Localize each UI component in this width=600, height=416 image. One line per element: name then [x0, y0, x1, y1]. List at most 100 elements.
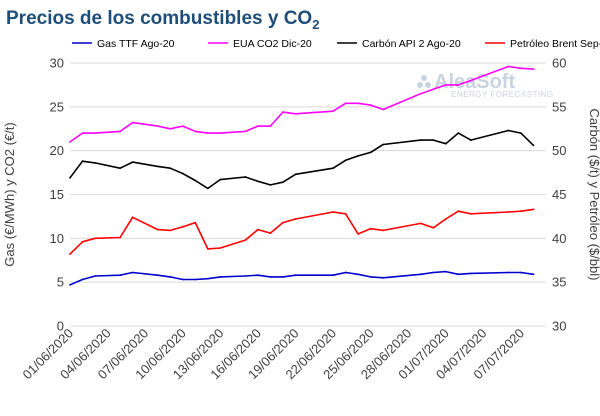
y-right-tick-label-1: 35 [552, 275, 566, 290]
series-2-point-21 [419, 139, 422, 142]
series-1-point-22 [432, 88, 435, 91]
series-2-point-27 [520, 132, 522, 135]
series-0-point-25 [469, 272, 472, 275]
series-2-point-23 [444, 142, 447, 145]
series-2-point-26 [507, 129, 510, 132]
series-3-point-3 [119, 236, 121, 239]
series-0-point-9 [206, 277, 209, 280]
series-3-point-6 [169, 229, 172, 232]
series-2-point-12 [257, 180, 259, 183]
y-right-tick-label-5: 55 [552, 99, 566, 114]
series-3-point-11 [244, 239, 247, 242]
series-0-point-15 [294, 274, 297, 277]
series-1-point-21 [419, 92, 422, 95]
y-left-tick-label-5: 25 [50, 99, 64, 114]
series-2-point-24 [457, 132, 460, 135]
series-3-point-21 [419, 222, 422, 225]
series-1-point-11 [244, 130, 247, 133]
series-0-point-4 [131, 271, 134, 274]
series-3-point-0 [69, 253, 71, 256]
watermark: AleaSoft ENERGY FORECASTING [417, 71, 554, 99]
series-2-point-0 [69, 176, 71, 179]
series-3-point-12 [257, 228, 259, 231]
y-axis-right-label: Carbón ($/t) y Petróleo ($/bbl) [587, 109, 600, 281]
series-2-point-10 [219, 178, 222, 181]
series-1-point-19 [369, 104, 372, 106]
series-3-point-23 [444, 218, 447, 220]
series-0-point-10 [219, 276, 222, 278]
series-line-3 [69, 208, 534, 255]
series-3-point-10 [219, 247, 222, 249]
series-2-point-17 [344, 159, 347, 162]
series-1-point-15 [294, 112, 297, 115]
watermark-tagline: ENERGY FORECASTING [451, 90, 554, 99]
y-left-tick-label-4: 20 [50, 143, 64, 158]
series-3-point-16 [332, 211, 334, 213]
series-3-point-28 [532, 208, 535, 211]
series-2-point-1 [81, 160, 84, 163]
series-1-point-28 [532, 68, 535, 70]
series-1-point-24 [457, 84, 460, 86]
legend-label-0: Gas TTF Ago-20 [97, 38, 175, 50]
series-1-point-25 [469, 79, 472, 82]
y-left-tick-label-6: 30 [50, 56, 64, 71]
series-0-point-17 [344, 271, 347, 274]
series-0-point-24 [457, 273, 460, 276]
series-0-point-2 [94, 275, 96, 277]
legend-label-2: Carbón API 2 Ago-20 [362, 38, 461, 50]
series-3-point-25 [469, 212, 472, 215]
x-axis-ticks: 01/06/202004/06/202007/06/202010/06/2020… [19, 326, 527, 383]
series-1-point-20 [382, 108, 385, 111]
series-2-point-9 [206, 187, 209, 190]
series-2-point-7 [181, 172, 184, 175]
series-2-point-11 [244, 176, 247, 178]
series-0-point-19 [369, 276, 372, 278]
y-right-tick-label-0: 30 [552, 319, 566, 334]
series-2-point-3 [119, 167, 121, 170]
series-1-point-13 [269, 125, 272, 127]
watermark-logo-dot-2-icon [417, 82, 423, 88]
legend-label-1: EUA CO2 Dic-20 [233, 38, 312, 50]
series-0-point-28 [532, 273, 535, 276]
series-0-point-20 [382, 276, 385, 279]
series-0-point-13 [269, 276, 272, 278]
series-1-point-2 [94, 132, 96, 135]
series-3-point-14 [282, 221, 284, 224]
legend: Gas TTF Ago-20 EUA CO2 Dic-20 Carbón API 2… [72, 38, 600, 50]
watermark-brand: AleaSoft [434, 71, 515, 93]
y-axis-left-ticks: 0 5 10 15 20 25 30 [50, 56, 64, 334]
series-3-point-22 [432, 226, 435, 229]
series-0-point-5 [156, 274, 159, 277]
series-1-point-18 [357, 102, 359, 105]
series-0-point-1 [81, 278, 84, 281]
series-0-point-0 [69, 283, 71, 286]
series-0-point-12 [257, 274, 259, 277]
series-0-point-16 [332, 274, 334, 277]
series-1-point-4 [131, 121, 134, 124]
series-2-point-2 [94, 162, 96, 164]
series-3-point-24 [457, 210, 460, 213]
series-0-point-23 [444, 270, 447, 273]
series-3-point-2 [94, 237, 96, 240]
series-2-point-15 [294, 173, 297, 176]
series-1-point-14 [282, 111, 284, 113]
legend-label-3: Petróleo Brent Sep-20 [510, 38, 600, 50]
y-axis-left-label: Gas (€/MWh) y CO2 (€/t) [2, 122, 17, 266]
series-0-point-26 [507, 271, 510, 274]
series-1-point-0 [69, 141, 71, 143]
series-0-point-18 [357, 273, 359, 276]
series-line-0 [69, 270, 534, 286]
series-3-point-19 [369, 227, 372, 230]
series-2-point-4 [131, 161, 134, 164]
series-3-point-9 [206, 248, 209, 250]
series-1-point-8 [194, 130, 197, 133]
series-3-point-20 [382, 229, 385, 232]
series-3-point-15 [294, 218, 297, 220]
series-1-point-6 [169, 127, 172, 130]
series-3-point-7 [181, 226, 184, 228]
series-3-point-5 [156, 228, 159, 231]
series-0-point-8 [194, 278, 197, 281]
series-0-point-3 [119, 274, 121, 277]
series-2-point-8 [194, 179, 197, 182]
